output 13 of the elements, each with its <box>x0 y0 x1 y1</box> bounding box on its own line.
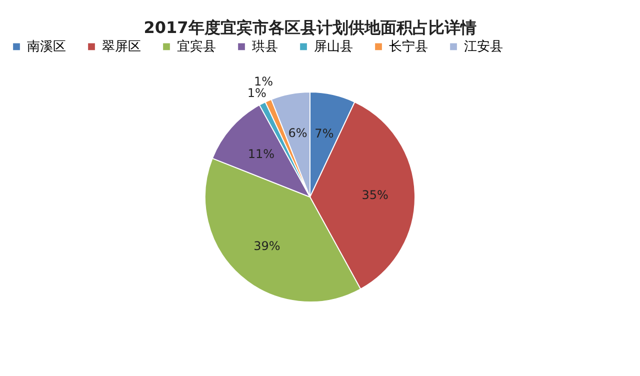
data-label: 6% <box>288 126 308 140</box>
data-label: 39% <box>254 238 280 253</box>
chart-title: 2017年度宜宾市各区县计划供地面积占比详情 <box>144 18 476 37</box>
legend-label: 珙县 <box>252 40 278 55</box>
legend-label: 宜宾县 <box>177 38 216 55</box>
legend-label: 江安县 <box>464 38 503 55</box>
legend-label: 长宁县 <box>389 38 428 55</box>
data-label: 11% <box>248 146 275 161</box>
data-label: 7% <box>314 126 334 140</box>
legend-label: 南溪区 <box>27 40 66 55</box>
data-label: 35% <box>362 188 388 202</box>
legend-label: 屏山县 <box>314 40 353 55</box>
legend-label: 翠屏区 <box>102 40 141 55</box>
